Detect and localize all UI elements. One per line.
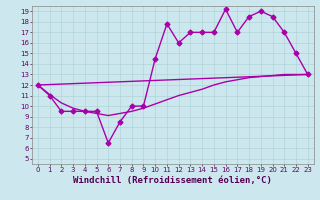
X-axis label: Windchill (Refroidissement éolien,°C): Windchill (Refroidissement éolien,°C) — [73, 176, 272, 185]
